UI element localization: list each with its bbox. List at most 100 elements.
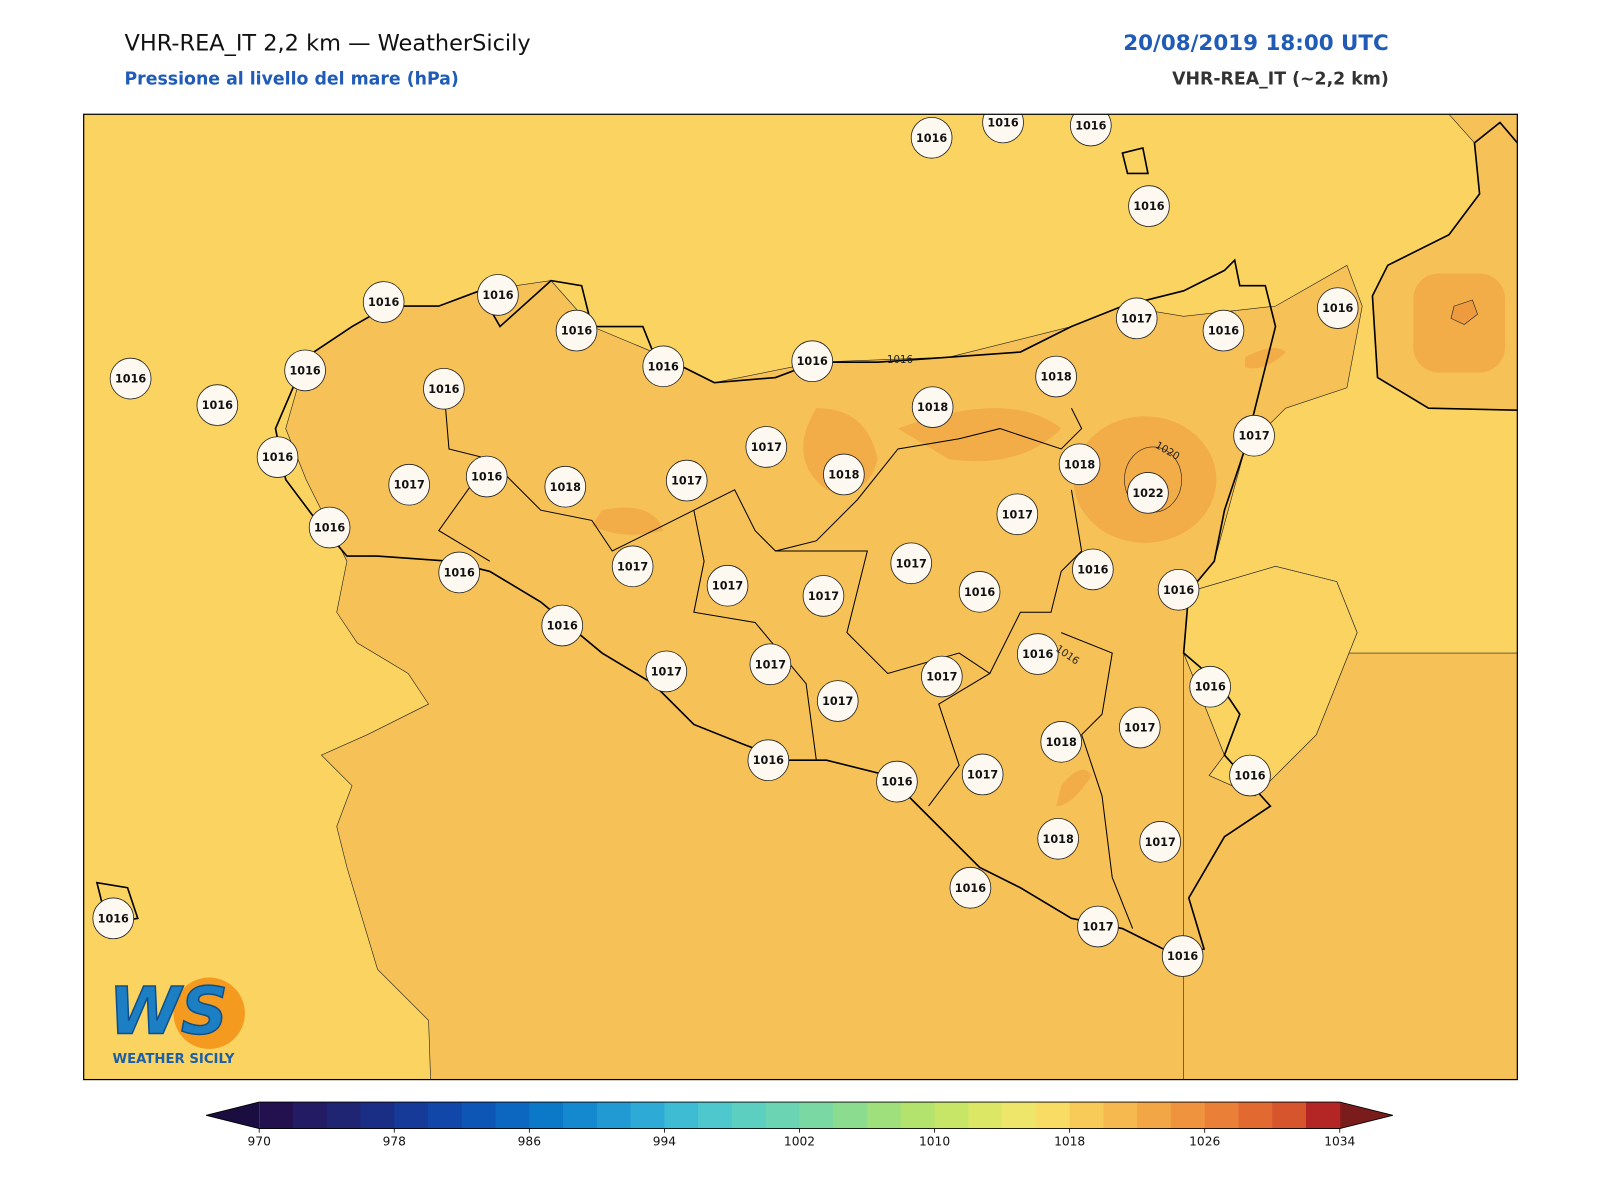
station-marker — [665, 459, 708, 502]
map: 1016 1016 1016 1016 1016 1016 1016 1016 1016 1016… — [83, 114, 1518, 1080]
colorbar-cell — [596, 1102, 632, 1129]
station-marker — [1035, 355, 1077, 398]
station-value: 1017 — [822, 695, 853, 708]
station-value: 1017 — [808, 590, 839, 603]
station-value: 1017 — [1121, 312, 1152, 325]
colorbar-cell — [664, 1102, 699, 1129]
station-marker — [308, 506, 351, 549]
map-view: VHR-REA_IT 2,2 km — WeatherSicily Pressi… — [83, 30, 1518, 1148]
colorbar-cell — [968, 1102, 1003, 1129]
station-value: 1017 — [651, 665, 682, 678]
station-value: 1018 — [550, 481, 581, 494]
station-marker — [876, 760, 918, 803]
colorbar-tick-label: 986 — [518, 1134, 542, 1148]
station-marker — [961, 753, 1004, 796]
station-value: 1016 — [561, 325, 592, 338]
station-value: 1017 — [751, 441, 782, 454]
station-value: 1022 — [1132, 487, 1163, 500]
station-marker — [1189, 665, 1232, 708]
colorbar-cell — [833, 1102, 868, 1129]
colorbar-cell — [461, 1102, 497, 1129]
station-value: 1016 — [1163, 584, 1194, 597]
colorbar-cell — [1069, 1102, 1104, 1129]
colorbar-cell — [1002, 1102, 1037, 1129]
station-marker — [816, 680, 859, 722]
station-marker — [749, 643, 792, 686]
station-marker — [1069, 114, 1112, 147]
station-value: 1018 — [917, 401, 948, 414]
station-value: 1016 — [1077, 563, 1108, 576]
station-marker — [92, 897, 135, 940]
station-marker — [1037, 817, 1079, 860]
station-value: 1017 — [394, 479, 425, 492]
station-marker — [1127, 472, 1169, 514]
station-marker — [611, 545, 654, 588]
station-marker — [1058, 443, 1101, 486]
station-value: 1016 — [964, 586, 995, 599]
colorbar-cell — [326, 1102, 361, 1129]
colorbar-tick-label: 1034 — [1324, 1134, 1355, 1148]
station-value: 1017 — [1002, 508, 1033, 521]
station-value: 1017 — [1238, 430, 1269, 443]
station-value: 1016 — [1322, 302, 1353, 315]
station-value: 1016 — [444, 566, 475, 579]
colorbar-over — [1339, 1102, 1393, 1129]
station-marker — [802, 575, 845, 617]
station-marker — [423, 367, 465, 410]
coastline — [95, 121, 1518, 955]
station-marker — [544, 465, 587, 508]
station-value: 1017 — [755, 658, 786, 671]
station-marker — [256, 436, 299, 478]
colorbar-cell — [698, 1102, 733, 1129]
station-marker — [958, 571, 1001, 613]
station-value: 1016 — [115, 373, 146, 386]
station-value: 1017 — [896, 557, 927, 570]
station-value: 1018 — [828, 469, 859, 482]
colorbar-cell — [1170, 1102, 1206, 1129]
station-marker — [284, 349, 326, 392]
station-marker — [1202, 309, 1245, 352]
stations: 1016 1016 1016 1016 1016 1016 1016 1016 1016 1016… — [92, 114, 1359, 977]
colorbar-cell — [1306, 1102, 1341, 1129]
station-value: 1016 — [1022, 648, 1053, 661]
contour-label: 1016 — [887, 355, 913, 366]
station-value: 1016 — [1208, 325, 1239, 338]
station-value: 1016 — [98, 912, 129, 925]
colorbar-cell — [259, 1102, 294, 1129]
station-value: 1016 — [262, 451, 293, 464]
colorbar-under — [206, 1102, 260, 1129]
station-value: 1017 — [1082, 921, 1113, 934]
station-value: 1016 — [1234, 770, 1265, 783]
colorbar-cell — [563, 1102, 598, 1129]
station-marker — [1233, 414, 1275, 457]
datetime: 20/08/2019 18:00 UTC — [1123, 31, 1389, 56]
logo: WS WEATHER SICILY — [108, 973, 245, 1067]
station-marker — [388, 463, 430, 506]
title: VHR-REA_IT 2,2 km — WeatherSicily — [124, 30, 530, 56]
station-marker — [890, 542, 933, 585]
station-marker — [745, 426, 788, 468]
station-marker — [823, 453, 865, 496]
station-value: 1017 — [1124, 722, 1155, 735]
colorbar-tick-label: 1018 — [1054, 1134, 1085, 1148]
station-value: 1018 — [1046, 736, 1077, 749]
station-marker — [1115, 297, 1158, 340]
station-value: 1016 — [1075, 120, 1106, 133]
station-value: 1017 — [712, 580, 743, 593]
colorbar-tick-label: 978 — [383, 1134, 406, 1148]
station-value: 1016 — [1195, 681, 1226, 694]
colorbar-tick-label: 1026 — [1189, 1134, 1220, 1148]
station-value: 1017 — [926, 671, 957, 684]
station-marker — [1139, 821, 1182, 863]
colorbar-tick-label: 1002 — [784, 1134, 815, 1148]
colorbar-cell — [900, 1102, 936, 1129]
station-marker — [541, 604, 584, 647]
station-value: 1016 — [202, 399, 233, 412]
station-marker — [196, 384, 239, 426]
station-marker — [362, 281, 405, 323]
station-marker — [645, 650, 688, 693]
colorbar-cell — [1103, 1102, 1138, 1129]
station-marker — [1118, 706, 1161, 749]
station-value: 1016 — [289, 364, 320, 377]
